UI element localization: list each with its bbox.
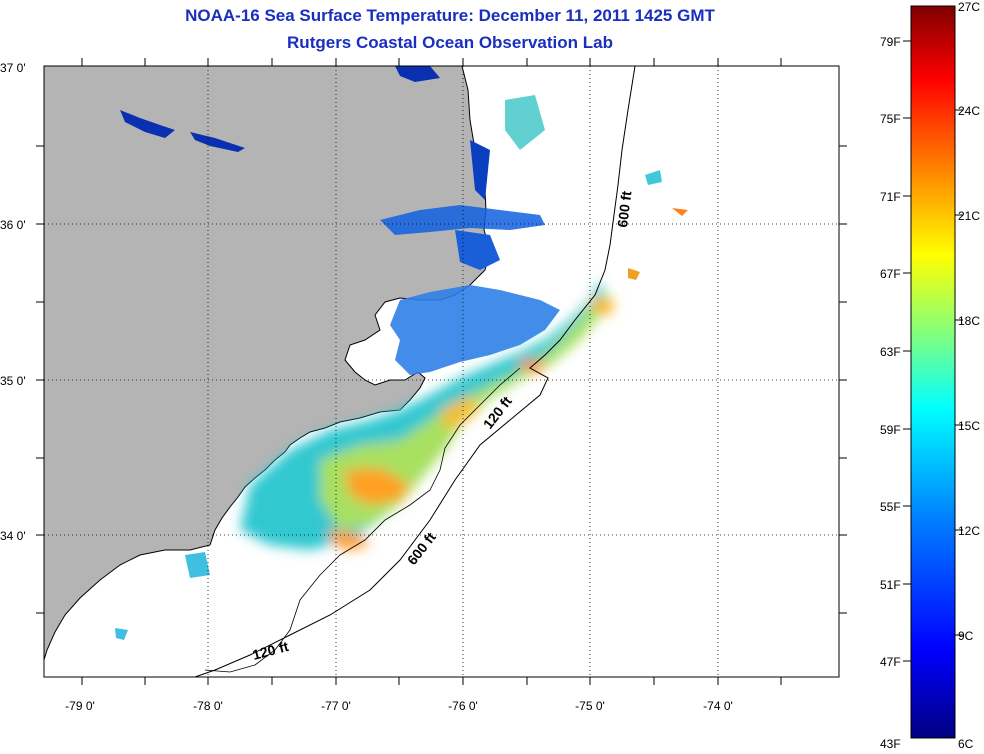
cb-label-f: 63F xyxy=(880,345,901,359)
y-tick-label: 35 0' xyxy=(0,374,26,388)
sst-patch xyxy=(115,628,128,640)
cb-label-f: 79F xyxy=(880,35,901,49)
x-tick-label: -74 0' xyxy=(703,699,733,713)
cb-label-f: 47F xyxy=(880,655,901,669)
y-tick-label: 34 0' xyxy=(0,529,26,543)
cb-label-f: 59F xyxy=(880,423,901,437)
x-tick-label: -77 0' xyxy=(321,699,351,713)
colorbar-celsius-labels: 27C 24C 21C 18C 15C 12C 9C 6C xyxy=(958,0,980,751)
cb-label-c: 24C xyxy=(958,104,980,118)
sst-patch xyxy=(185,552,210,578)
sst-field-hot xyxy=(440,395,480,430)
sound-water xyxy=(120,110,175,138)
cb-label-f: 71F xyxy=(880,190,901,204)
x-tick-label: -75 0' xyxy=(575,699,605,713)
cb-label-f: 51F xyxy=(880,578,901,592)
cb-label-c: 15C xyxy=(958,419,980,433)
graticule xyxy=(44,66,839,677)
colorbar-ticks xyxy=(903,40,963,662)
cb-label-f: 55F xyxy=(880,500,901,514)
map-title: NOAA-16 Sea Surface Temperature: Decembe… xyxy=(185,6,715,25)
y-tick-label: 37 0' xyxy=(0,61,26,75)
x-axis-labels: -79 0' -78 0' -77 0' -76 0' -75 0' -74 0… xyxy=(65,699,733,713)
cb-label-c: 21C xyxy=(958,209,980,223)
sound-water xyxy=(190,132,245,152)
sst-field-hot xyxy=(590,300,615,315)
y-tick-label: 36 0' xyxy=(0,218,26,232)
sound-water xyxy=(395,66,440,82)
cb-label-f: 43F xyxy=(880,737,901,751)
sst-patch xyxy=(645,170,662,185)
x-tick-label: -76 0' xyxy=(448,699,478,713)
cb-label-c: 27C xyxy=(958,0,980,14)
plot-frame xyxy=(43,65,840,678)
colorbar-fahrenheit-labels: 79F 75F 71F 67F 63F 59F 55F 51F 47F 43F xyxy=(880,35,901,751)
sst-patch xyxy=(672,208,688,216)
cb-label-c: 18C xyxy=(958,314,980,328)
sst-field-hot xyxy=(345,468,410,505)
x-tick-label: -79 0' xyxy=(65,699,95,713)
contour-120ft xyxy=(204,367,521,673)
cb-label-c: 6C xyxy=(958,737,974,751)
sound-water xyxy=(455,230,500,270)
cb-label-c: 12C xyxy=(958,524,980,538)
sst-patch xyxy=(628,268,640,280)
sst-patch xyxy=(505,95,545,150)
sound-water xyxy=(470,140,490,200)
y-axis-labels: 37 0' 36 0' 35 0' 34 0' xyxy=(0,61,26,543)
contour-600ft-north xyxy=(194,66,636,677)
cb-label-f: 67F xyxy=(880,267,901,281)
tick-marks xyxy=(36,58,847,685)
map-subtitle: Rutgers Coastal Ocean Observation Lab xyxy=(287,33,613,52)
colorbar xyxy=(910,5,956,739)
contour-label: 600 ft xyxy=(614,190,634,229)
x-tick-label: -78 0' xyxy=(193,699,223,713)
cb-label-c: 9C xyxy=(958,629,974,643)
sound-water xyxy=(380,205,545,235)
sound-water xyxy=(390,285,560,375)
cb-label-f: 75F xyxy=(880,112,901,126)
